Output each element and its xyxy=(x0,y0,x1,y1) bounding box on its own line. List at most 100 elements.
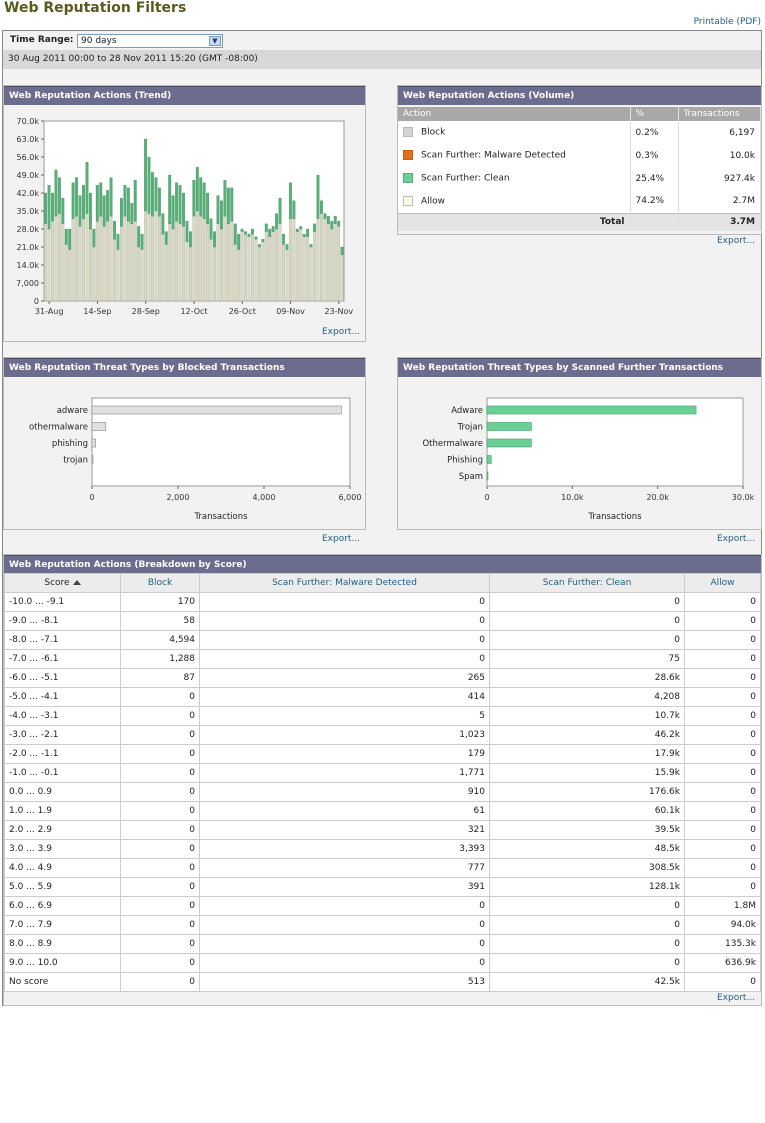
value-cell: 0 xyxy=(684,839,761,859)
trend-bar xyxy=(126,221,130,302)
value-cell: 391 xyxy=(199,877,490,897)
trend-export-link[interactable]: Export... xyxy=(322,327,361,337)
table-row: -1.0 ... -0.1 0 1,771 15.9k 0 xyxy=(4,763,761,783)
breakdown-panel: Web Reputation Actions (Breakdown by Sco… xyxy=(3,554,762,1006)
scanned-export-link[interactable]: Export... xyxy=(717,534,756,544)
trend-bar xyxy=(199,177,203,217)
score-cell: -10.0 ... -9.1 xyxy=(4,592,121,612)
value-cell: 0 xyxy=(199,611,490,631)
score-cell: 2.0 ... 2.9 xyxy=(4,820,121,840)
value-cell: 0 xyxy=(684,858,761,878)
category-label: Phishing xyxy=(447,456,483,466)
value-cell: 0 xyxy=(684,668,761,688)
block-column-header[interactable]: Block xyxy=(120,573,200,593)
legend-label: Scan Further: Malware Detected xyxy=(421,150,566,161)
chevron-down-icon[interactable]: ▼ xyxy=(209,36,221,46)
value-cell: 1,288 xyxy=(120,649,200,669)
value-cell: 265 xyxy=(199,668,490,688)
table-row: -9.0 ... -8.1 58 0 0 0 xyxy=(4,611,761,631)
trend-bar xyxy=(85,161,89,214)
trend-bar xyxy=(164,231,168,245)
trend-bar xyxy=(261,239,265,243)
trend-bar xyxy=(157,187,161,217)
x-tick-label: 26-Oct xyxy=(229,307,256,316)
value-cell: 0 xyxy=(120,687,200,707)
value-cell: 0 xyxy=(199,592,490,612)
value-cell: 636.9k xyxy=(684,953,761,973)
score-cell: -4.0 ... -3.1 xyxy=(4,706,121,726)
trend-bar xyxy=(295,231,299,302)
breakdown-export-link[interactable]: Export... xyxy=(717,993,756,1003)
y-tick-label: 70.0k xyxy=(17,117,40,126)
trend-bar xyxy=(292,218,296,302)
malware-swatch xyxy=(403,150,413,161)
trend-bar xyxy=(44,223,47,302)
trend-bar xyxy=(240,231,244,302)
trend-bar xyxy=(175,221,179,302)
value-cell: 0 xyxy=(684,782,761,802)
value-cell: 0 xyxy=(120,820,200,840)
legend-label: Scan Further: Clean xyxy=(421,173,510,184)
legend-pct: 0.2% xyxy=(630,121,679,144)
allow-column-header[interactable]: Allow xyxy=(684,573,761,593)
trend-bar xyxy=(302,233,306,237)
trend-bar xyxy=(68,228,72,250)
value-cell: 0 xyxy=(120,725,200,745)
value-cell: 0 xyxy=(489,896,685,916)
value-cell: 0 xyxy=(120,953,200,973)
total-label: Total xyxy=(398,212,631,231)
bar xyxy=(91,455,94,464)
clean-column-header[interactable]: Scan Further: Clean xyxy=(489,573,685,593)
y-tick-label: 7,000 xyxy=(16,279,39,288)
trend-bar xyxy=(333,215,337,225)
trend-bar xyxy=(240,228,244,232)
trend-bar xyxy=(47,228,51,302)
table-row: 2.0 ... 2.9 0 321 39.5k 0 xyxy=(4,820,761,840)
score-column-header[interactable]: Score xyxy=(4,573,121,593)
value-cell: 17.9k xyxy=(489,744,685,764)
time-range-select[interactable]: 90 days ▼ xyxy=(77,34,223,48)
value-cell: 910 xyxy=(199,782,490,802)
trend-bar xyxy=(330,221,334,230)
value-cell: 15.9k xyxy=(489,763,685,783)
value-cell: 0 xyxy=(489,953,685,973)
trend-bar xyxy=(82,185,85,219)
trend-bar xyxy=(244,231,247,235)
blocked-export-link[interactable]: Export... xyxy=(322,534,361,544)
category-label: adware xyxy=(57,406,88,416)
value-cell: 0 xyxy=(199,953,490,973)
trend-bar xyxy=(340,254,344,302)
column-header: Transactions xyxy=(678,107,761,121)
trend-bar xyxy=(126,187,130,222)
value-cell: 1,023 xyxy=(199,725,490,745)
trend-bar xyxy=(226,223,230,302)
trend-bar xyxy=(178,185,182,225)
y-tick-label: 14.0k xyxy=(17,261,40,270)
printable-pdf-link[interactable]: Printable (PDF) xyxy=(693,17,761,27)
y-tick-label: 35.0k xyxy=(17,207,40,216)
trend-bar xyxy=(68,249,72,302)
column-header: % xyxy=(630,107,679,121)
x-tick-label: 2,000 xyxy=(167,493,190,502)
trend-bar xyxy=(57,213,61,302)
value-cell: 513 xyxy=(199,972,490,992)
trend-bar xyxy=(320,200,323,214)
trend-bar xyxy=(75,215,79,302)
trend-bar xyxy=(64,228,68,245)
trend-bar xyxy=(54,169,58,217)
trend-bar xyxy=(157,215,161,302)
score-cell: No score xyxy=(4,972,121,992)
value-cell: 0 xyxy=(199,915,490,935)
scanned-panel: Web Reputation Threat Types by Scanned F… xyxy=(397,357,762,530)
table-row: 1.0 ... 1.9 0 61 60.1k 0 xyxy=(4,801,761,821)
value-cell: 0 xyxy=(684,649,761,669)
bar xyxy=(486,422,532,431)
trend-bar xyxy=(206,223,210,302)
table-row: 6.0 ... 6.9 0 0 0 1.8M xyxy=(4,896,761,916)
trend-bar xyxy=(61,223,65,302)
malware-column-header[interactable]: Scan Further: Malware Detected xyxy=(199,573,490,593)
volume-export-link[interactable]: Export... xyxy=(717,236,756,246)
value-cell: 0 xyxy=(489,915,685,935)
trend-bar xyxy=(309,246,313,302)
trend-bar xyxy=(192,179,196,217)
